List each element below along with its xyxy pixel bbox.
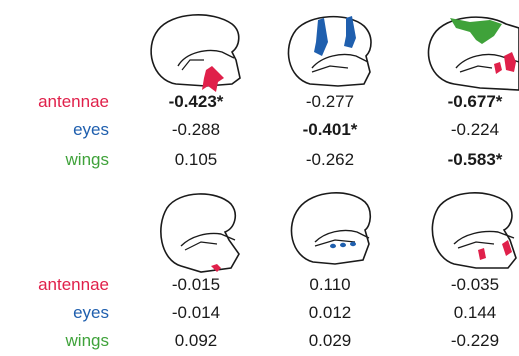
cell-bottom-antennae-1: -0.015 [171, 275, 221, 294]
cell-top-antennae-1: -0.423* [168, 92, 224, 111]
cell-top-eyes-3: -0.224 [450, 120, 500, 139]
head-antennae-small-icon [160, 193, 240, 273]
row-label-wings: wings [65, 150, 109, 169]
cell-bottom-antennae-2: 0.110 [309, 275, 351, 294]
head-antennae-pair-icon [431, 192, 517, 269]
head-eyes-small-icon [290, 192, 372, 265]
row-label-eyes: eyes [73, 120, 109, 139]
cell-top-wings-2: -0.262 [305, 150, 355, 169]
cell-top-eyes-1: -0.288 [171, 120, 221, 139]
row-label-wings: wings [65, 331, 109, 350]
cell-top-antennae-3: -0.677* [447, 92, 503, 111]
row-label-eyes: eyes [73, 303, 109, 322]
cell-bottom-antennae-3: -0.035 [450, 275, 500, 294]
cell-top-eyes-2: -0.401* [302, 120, 358, 139]
row-label-antennae: antennae [38, 92, 109, 111]
cell-bottom-eyes-2: 0.012 [308, 303, 352, 322]
cell-top-wings-1: 0.105 [174, 150, 218, 169]
cell-top-antennae-2: -0.277 [305, 92, 355, 111]
head-antennae-icon [150, 14, 241, 92]
cell-top-wings-3: -0.583* [447, 150, 503, 169]
cell-bottom-wings-2: 0.029 [308, 331, 352, 350]
row-label-antennae: antennae [38, 275, 109, 294]
head-wings-icon [427, 16, 519, 91]
cell-bottom-wings-3: -0.229 [450, 331, 500, 350]
cell-bottom-eyes-1: -0.014 [171, 303, 221, 322]
cell-bottom-eyes-3: 0.144 [453, 303, 497, 322]
cell-bottom-wings-1: 0.092 [174, 331, 218, 350]
head-eyes-icon [287, 15, 372, 87]
